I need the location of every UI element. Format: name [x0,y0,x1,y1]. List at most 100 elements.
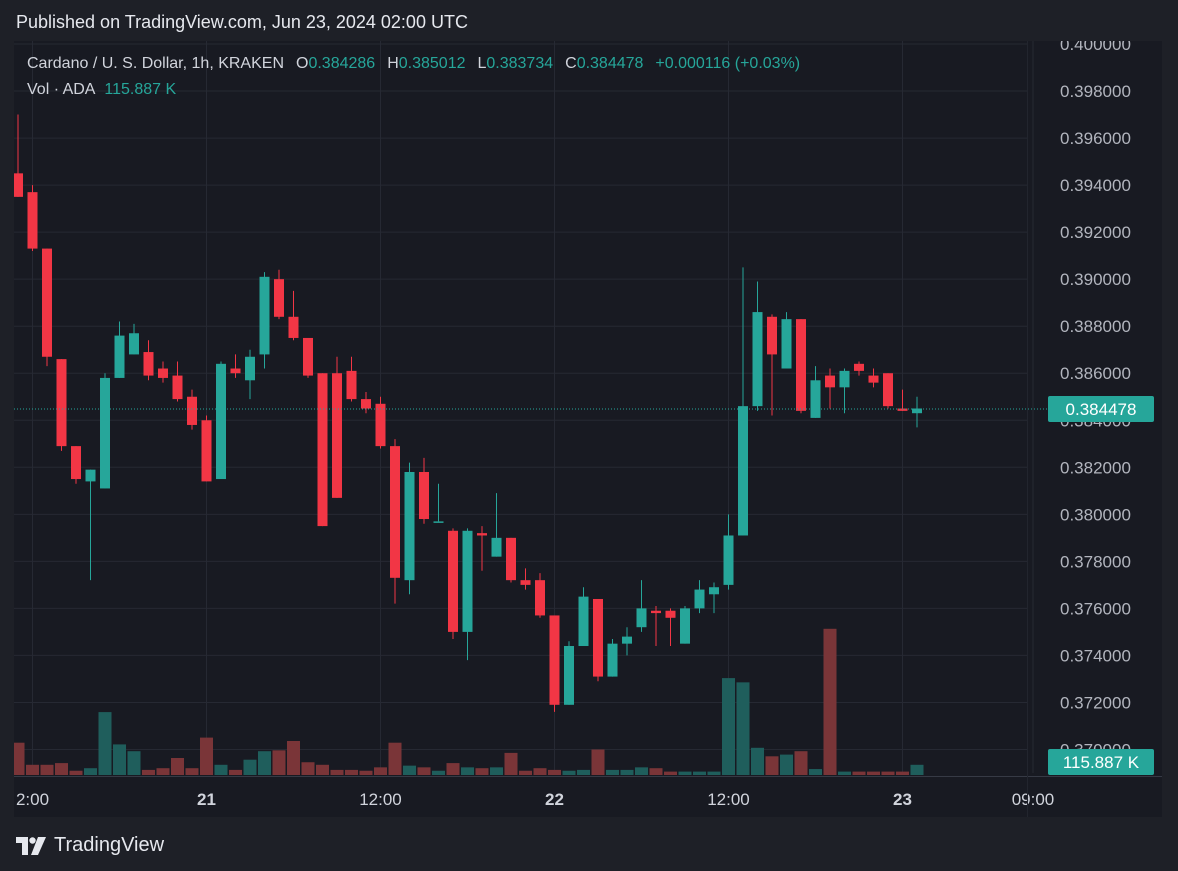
low-label: L [477,55,487,72]
volume-bar [446,763,460,775]
volume-bar [301,762,315,775]
tradingview-logo-icon [16,836,46,855]
candle [216,361,226,480]
candle-body [665,610,676,618]
volume-bar [910,764,924,775]
volume-bar [823,628,837,775]
volume-bar [258,751,271,775]
y-tick-label: 0.374000 [1060,646,1131,665]
volume-bar [316,764,329,775]
low-value: 0.383734 [486,55,554,72]
candle-body [187,396,197,425]
axis-badges: 0.384478 115.887 K [1048,396,1154,775]
candle-body [723,535,734,585]
candle-body [216,363,226,480]
candle-body [839,370,850,388]
volume-bar [287,741,300,775]
candle-body [129,333,139,355]
volume-bar [736,682,750,775]
candle [158,361,168,383]
candle [839,368,850,414]
close-value: 0.384478 [576,55,644,72]
high-value: 0.385012 [398,55,466,72]
x-tick-label: 09:00 [1012,790,1055,809]
candle-body [825,375,835,388]
volume-bar [374,767,387,775]
candle-body [201,420,212,482]
candle [723,514,734,590]
last-price-badge [1048,396,1154,423]
y-tick-label: 0.378000 [1060,552,1131,571]
volume-bar [388,742,402,775]
candle-body [709,587,719,595]
volume-bar [69,770,83,775]
last-price-badge-label: 0.384478 [1066,400,1137,419]
candle [129,323,139,355]
candle-body [404,471,415,581]
candle [578,587,589,647]
candle [27,185,38,251]
candle [419,457,429,524]
candle-body [14,173,23,197]
volume-bar [649,768,663,775]
candle [477,526,487,571]
candle [854,361,864,376]
open-label: O [296,55,309,72]
candle-body [868,375,879,383]
candle-body [651,610,661,614]
candlestick-chart[interactable]: 0.400000 0.398000 0.396000 0.394000 0.392000… [14,41,1162,817]
candle-body [100,377,110,489]
candle-body [607,643,618,677]
high-label: H [387,55,399,72]
candle-body [114,335,125,378]
volume-bar [519,770,532,775]
volume-value: 115.887 K [104,81,177,98]
candle-body [752,312,763,407]
volume-bar [113,744,126,775]
candle [100,373,110,489]
candle [912,396,922,428]
volume-bar [243,759,257,775]
candle [462,528,473,661]
candle-body [230,368,241,374]
y-tick-label: 0.388000 [1060,317,1131,336]
volume-bar [417,767,431,775]
y-tick-label: 0.394000 [1060,176,1131,195]
volume-bar [26,764,39,775]
candle-body [56,359,67,447]
candle [303,337,313,378]
candle [201,415,212,482]
candle [433,483,444,523]
x-tick-label: 22 [545,790,564,809]
close-label: C [565,55,577,72]
chart-frame[interactable]: 0.400000 0.398000 0.396000 0.394000 0.392000… [14,41,1162,817]
candle [868,368,879,388]
candle [883,373,893,409]
candle-body [767,316,777,355]
volume-bar [722,678,735,775]
tradingview-logo[interactable]: TradingView [16,834,164,857]
volume-bar [635,767,648,775]
candle [230,354,241,378]
candle-body [477,533,487,536]
y-tick-label: 0.372000 [1060,693,1131,712]
volume-bar [664,771,677,775]
volume-bar [678,771,692,775]
candle-body [332,373,342,498]
volume-bar [693,771,706,775]
volume-bar [55,763,68,775]
candle-body [549,615,560,705]
candle [564,641,574,705]
candle [259,272,270,369]
candle-body [172,375,183,400]
candle [404,462,415,595]
volume-bar [214,764,228,775]
candle [56,359,67,451]
volume-bar [345,769,358,775]
volume-bar [838,771,851,775]
candle-body [27,192,38,249]
volume-bar [707,771,721,775]
candle [622,627,632,656]
volume-bar [200,737,213,775]
candle-body [810,380,821,418]
